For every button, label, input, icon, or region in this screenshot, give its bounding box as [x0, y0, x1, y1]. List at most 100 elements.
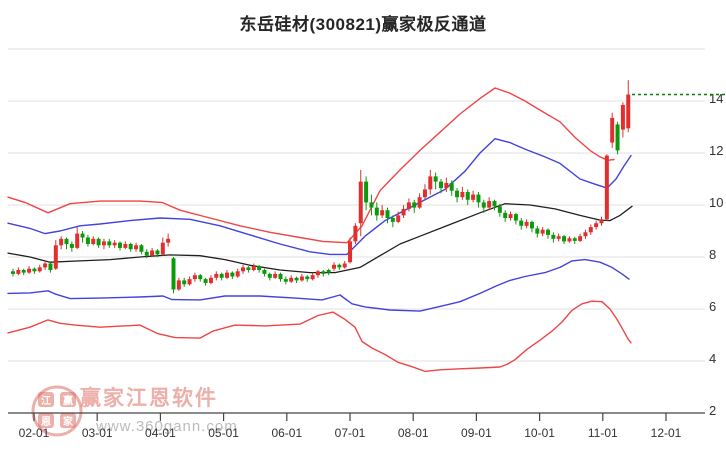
candle-down [262, 270, 267, 274]
candle-up [150, 250, 155, 256]
candle-down [267, 273, 272, 278]
candle-up [599, 219, 604, 224]
candle-up [556, 236, 561, 239]
candle-up [91, 238, 96, 244]
candle-up [75, 233, 80, 248]
y-tick-label: 10 [709, 195, 723, 210]
seal-char-box [38, 392, 54, 407]
candle-up [626, 94, 631, 129]
candle-down [107, 241, 112, 246]
candle-up [37, 267, 42, 272]
candle-up [176, 280, 181, 290]
candle-down [337, 264, 342, 268]
candle-down [203, 279, 208, 283]
candle-down [562, 236, 567, 242]
seal-char: 家 [63, 415, 74, 428]
candle-down [32, 268, 37, 272]
candle-down [455, 190, 460, 198]
candle-down [198, 275, 203, 280]
candle-down [64, 238, 69, 244]
candle-down [535, 228, 540, 234]
candle-down [171, 258, 176, 290]
candle-up [43, 263, 48, 268]
candle-up [235, 271, 240, 277]
candle-down [128, 244, 133, 250]
candle-down [513, 214, 518, 221]
candle-down [503, 212, 508, 218]
candle-down [294, 277, 299, 281]
candle-up [112, 242, 117, 246]
x-tick-label: 09-01 [461, 426, 492, 440]
candle-up [166, 238, 171, 243]
x-tick-label: 03-01 [82, 426, 113, 440]
candle-down [278, 273, 283, 280]
candle-up [251, 266, 256, 270]
seal-char: 赢 [63, 394, 73, 407]
candle-up [620, 104, 625, 130]
candle-down [219, 273, 224, 278]
x-axis: 02-01 03-01 04-01 05-01 06-01 07-01 08-01 09-01… [19, 413, 682, 440]
candle-up [406, 202, 411, 209]
candle-down [572, 238, 577, 241]
candle-up [567, 238, 572, 242]
candle-down [139, 245, 144, 252]
candle-up [444, 182, 449, 189]
candle-up [289, 277, 294, 282]
candle-up [540, 229, 545, 234]
upper-red-channel-line [7, 87, 615, 244]
candle-down [118, 242, 122, 248]
candle-up [225, 272, 229, 278]
seal-char: 恩 [41, 416, 51, 428]
candle-down [326, 270, 331, 273]
candle-down [80, 233, 85, 238]
y-tick-label: 14 [709, 91, 723, 106]
y-axis-labels: 14 12 10 8 6 4 2 [709, 91, 723, 418]
candle-up [27, 268, 32, 273]
candle-down [11, 271, 15, 274]
candle-up [134, 245, 139, 250]
candle-up [53, 245, 58, 269]
candle-down [412, 202, 417, 208]
candle-down [529, 221, 534, 229]
lower-red-channel-line [7, 300, 632, 373]
candle-down [465, 192, 470, 200]
candlesticks [11, 80, 631, 294]
candle-up [460, 192, 465, 198]
candle-up [380, 210, 385, 216]
candle-down [449, 182, 454, 191]
watermark: 江赢恩 家赢家江恩软件 www.360gann.com [31, 385, 237, 437]
seal-char-box [60, 413, 76, 428]
candle-down [492, 201, 497, 207]
candle-down [257, 266, 262, 270]
candle-down [481, 202, 486, 208]
lower-blue-channel-line [7, 258, 630, 312]
candle-down [439, 181, 443, 189]
candle-up [348, 241, 353, 263]
candle-up [422, 189, 427, 198]
candle-up [508, 214, 513, 218]
candle-down [551, 234, 556, 239]
y-tick-label: 8 [709, 247, 716, 262]
upper-blue-channel-line [7, 137, 632, 256]
candle-up [417, 197, 422, 208]
seal-char-box [60, 392, 76, 407]
candle-up [123, 244, 128, 248]
candle-down [497, 206, 502, 213]
x-tick-label: 06-01 [271, 426, 302, 440]
watermark-seal-icon [31, 385, 83, 437]
x-tick-label: 12-01 [651, 426, 682, 440]
x-tick-label: 08-01 [398, 426, 429, 440]
candle-up [192, 275, 197, 280]
candle-down [374, 207, 379, 216]
y-tick-label: 4 [709, 351, 716, 366]
x-tick-label: 02-01 [19, 426, 50, 440]
candle-up [214, 273, 219, 278]
candle-up [332, 264, 336, 269]
candle-up [524, 221, 529, 226]
candle-down [615, 124, 620, 151]
x-tick-label: 11-01 [588, 426, 618, 440]
candle-down [321, 271, 326, 274]
candle-down [155, 250, 160, 255]
